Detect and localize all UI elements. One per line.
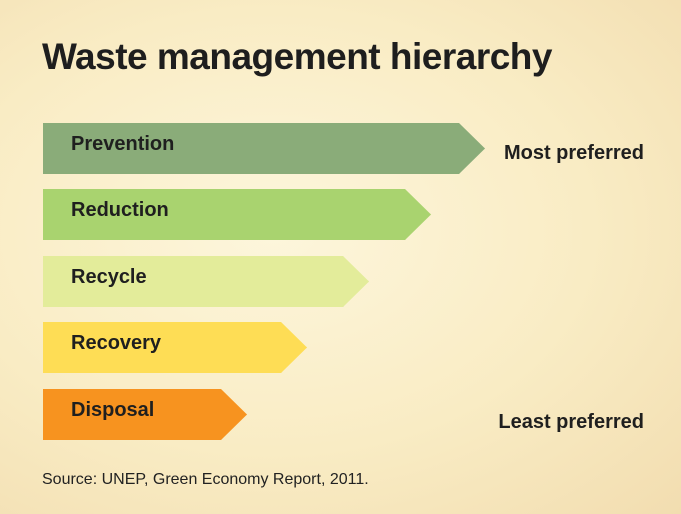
tier-label-prevention: Prevention	[71, 133, 175, 155]
least-preferred-label: Least preferred	[498, 411, 644, 433]
tier-label-recovery: Recovery	[71, 332, 162, 354]
tier-label-recycle: Recycle	[71, 266, 147, 288]
most-preferred-label: Most preferred	[503, 142, 644, 164]
tier-arrow-prevention: Prevention	[43, 123, 485, 174]
tier-label-disposal: Disposal	[71, 399, 155, 421]
tier-arrow-recycle: Recycle	[43, 256, 369, 307]
diagram-title: Waste management hierarchy	[42, 36, 553, 77]
tier-arrow-disposal: Disposal	[43, 389, 247, 440]
tier-arrow-reduction: Reduction	[43, 189, 431, 240]
tier-label-reduction: Reduction	[71, 199, 169, 221]
source-caption: Source: UNEP, Green Economy Report, 2011…	[42, 471, 369, 488]
tier-arrow-recovery: Recovery	[43, 322, 307, 373]
